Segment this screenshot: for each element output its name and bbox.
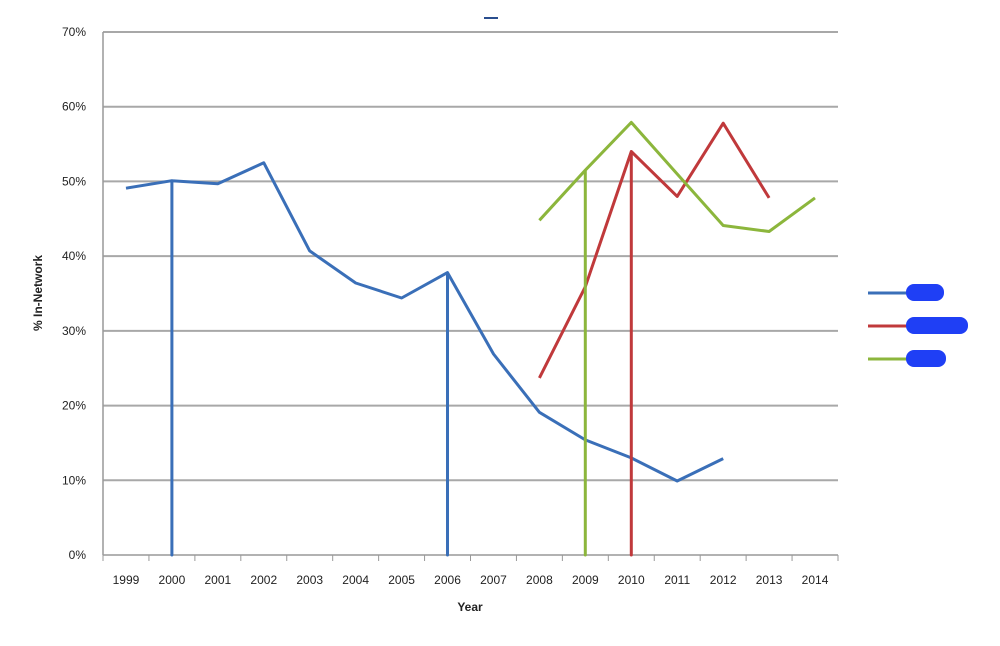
x-tick-label: 2010 xyxy=(618,573,645,587)
x-tick-label: 2007 xyxy=(480,573,507,587)
x-tick-label: 1999 xyxy=(113,573,140,587)
y-axis-ticks: 0% 10% 20% 30% 40% 50% 60% 70% xyxy=(62,25,86,562)
y-tick-label: 70% xyxy=(62,25,86,39)
x-tick-label: 2002 xyxy=(250,573,277,587)
x-tick-label: 2006 xyxy=(434,573,461,587)
series-lines xyxy=(125,120,816,557)
y-axis-title: % In-Network xyxy=(31,255,45,331)
x-tick-label: 2005 xyxy=(388,573,415,587)
x-tick-label: 2003 xyxy=(296,573,323,587)
x-tick-label: 2014 xyxy=(802,573,829,587)
series-line-2 xyxy=(538,120,816,557)
y-tick-label: 0% xyxy=(69,548,87,562)
x-tick-label: 2011 xyxy=(664,573,690,587)
x-tick-label: 2009 xyxy=(572,573,599,587)
x-axis-ticks: 1999 2000 2001 2002 2003 2004 2005 2006 2007 2008… xyxy=(113,573,829,587)
x-tick-label: 2001 xyxy=(204,573,231,587)
legend xyxy=(868,284,968,367)
x-tick-label: 2004 xyxy=(342,573,369,587)
top-artifact-mark xyxy=(484,17,498,19)
x-tick-label: 2013 xyxy=(756,573,783,587)
y-tick-label: 20% xyxy=(62,399,86,413)
x-tick-label: 2008 xyxy=(526,573,553,587)
series-line-1 xyxy=(538,121,771,557)
gridlines xyxy=(102,31,839,561)
y-tick-label: 50% xyxy=(62,174,86,188)
y-tick-label: 30% xyxy=(62,324,86,338)
y-tick-label: 40% xyxy=(62,249,86,263)
legend-label-redacted-0 xyxy=(906,284,944,301)
y-tick-label: 10% xyxy=(62,473,86,487)
x-tick-label: 2012 xyxy=(710,573,737,587)
legend-label-redacted-2 xyxy=(906,350,946,367)
x-axis-title: Year xyxy=(457,600,483,614)
legend-label-redacted-1 xyxy=(906,317,968,334)
series-line-0 xyxy=(125,161,724,557)
y-tick-label: 60% xyxy=(62,100,86,114)
x-tick-label: 2000 xyxy=(159,573,186,587)
